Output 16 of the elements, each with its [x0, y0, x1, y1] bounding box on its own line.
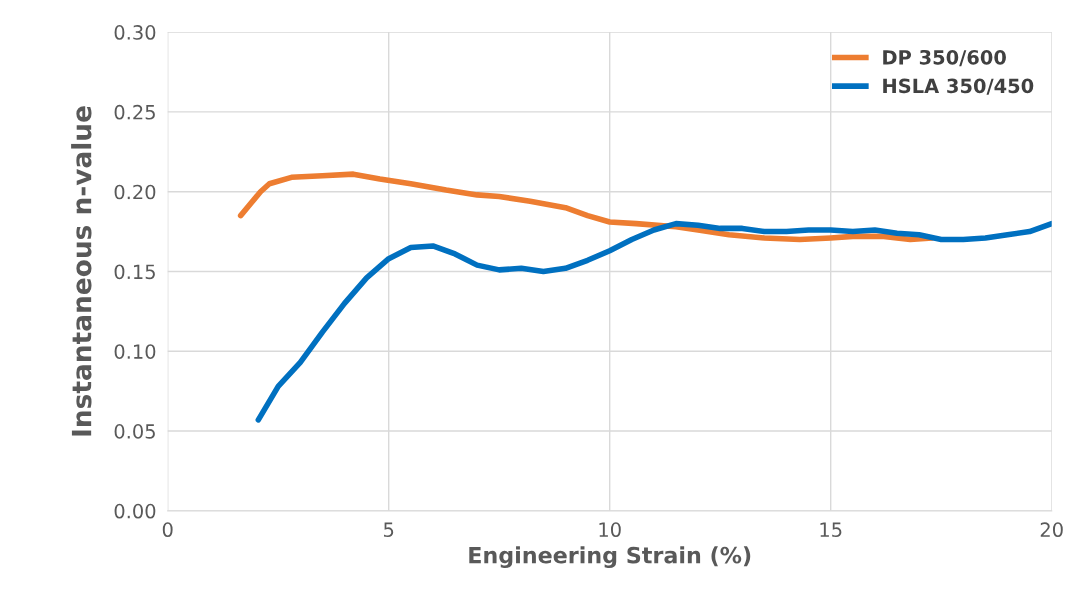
- y-tick-label: 0.05: [114, 424, 155, 439]
- x-tick-label: 15: [820, 522, 842, 538]
- y-tick-label: 0.00: [114, 503, 156, 519]
- y-tick-label: 0.15: [114, 264, 155, 280]
- y-tick-label: 0.20: [114, 184, 156, 200]
- x-tick-label: 20: [1040, 522, 1063, 538]
- x-tick-label: 10: [599, 522, 621, 538]
- x-tick-label: 5: [384, 522, 394, 538]
- y-tick-label: 0.30: [114, 25, 156, 40]
- y-axis-title: Instantaneous n-value: [71, 106, 92, 436]
- legend-label: HSLA 350/450: [883, 78, 1034, 95]
- x-axis-title: Engineering Strain (%): [469, 546, 751, 569]
- legend-label: DP 350/600: [883, 49, 1006, 67]
- x-tick-label: 0: [162, 522, 173, 538]
- y-tick-label: 0.25: [114, 104, 155, 120]
- y-tick-label: 0.10: [114, 344, 156, 359]
